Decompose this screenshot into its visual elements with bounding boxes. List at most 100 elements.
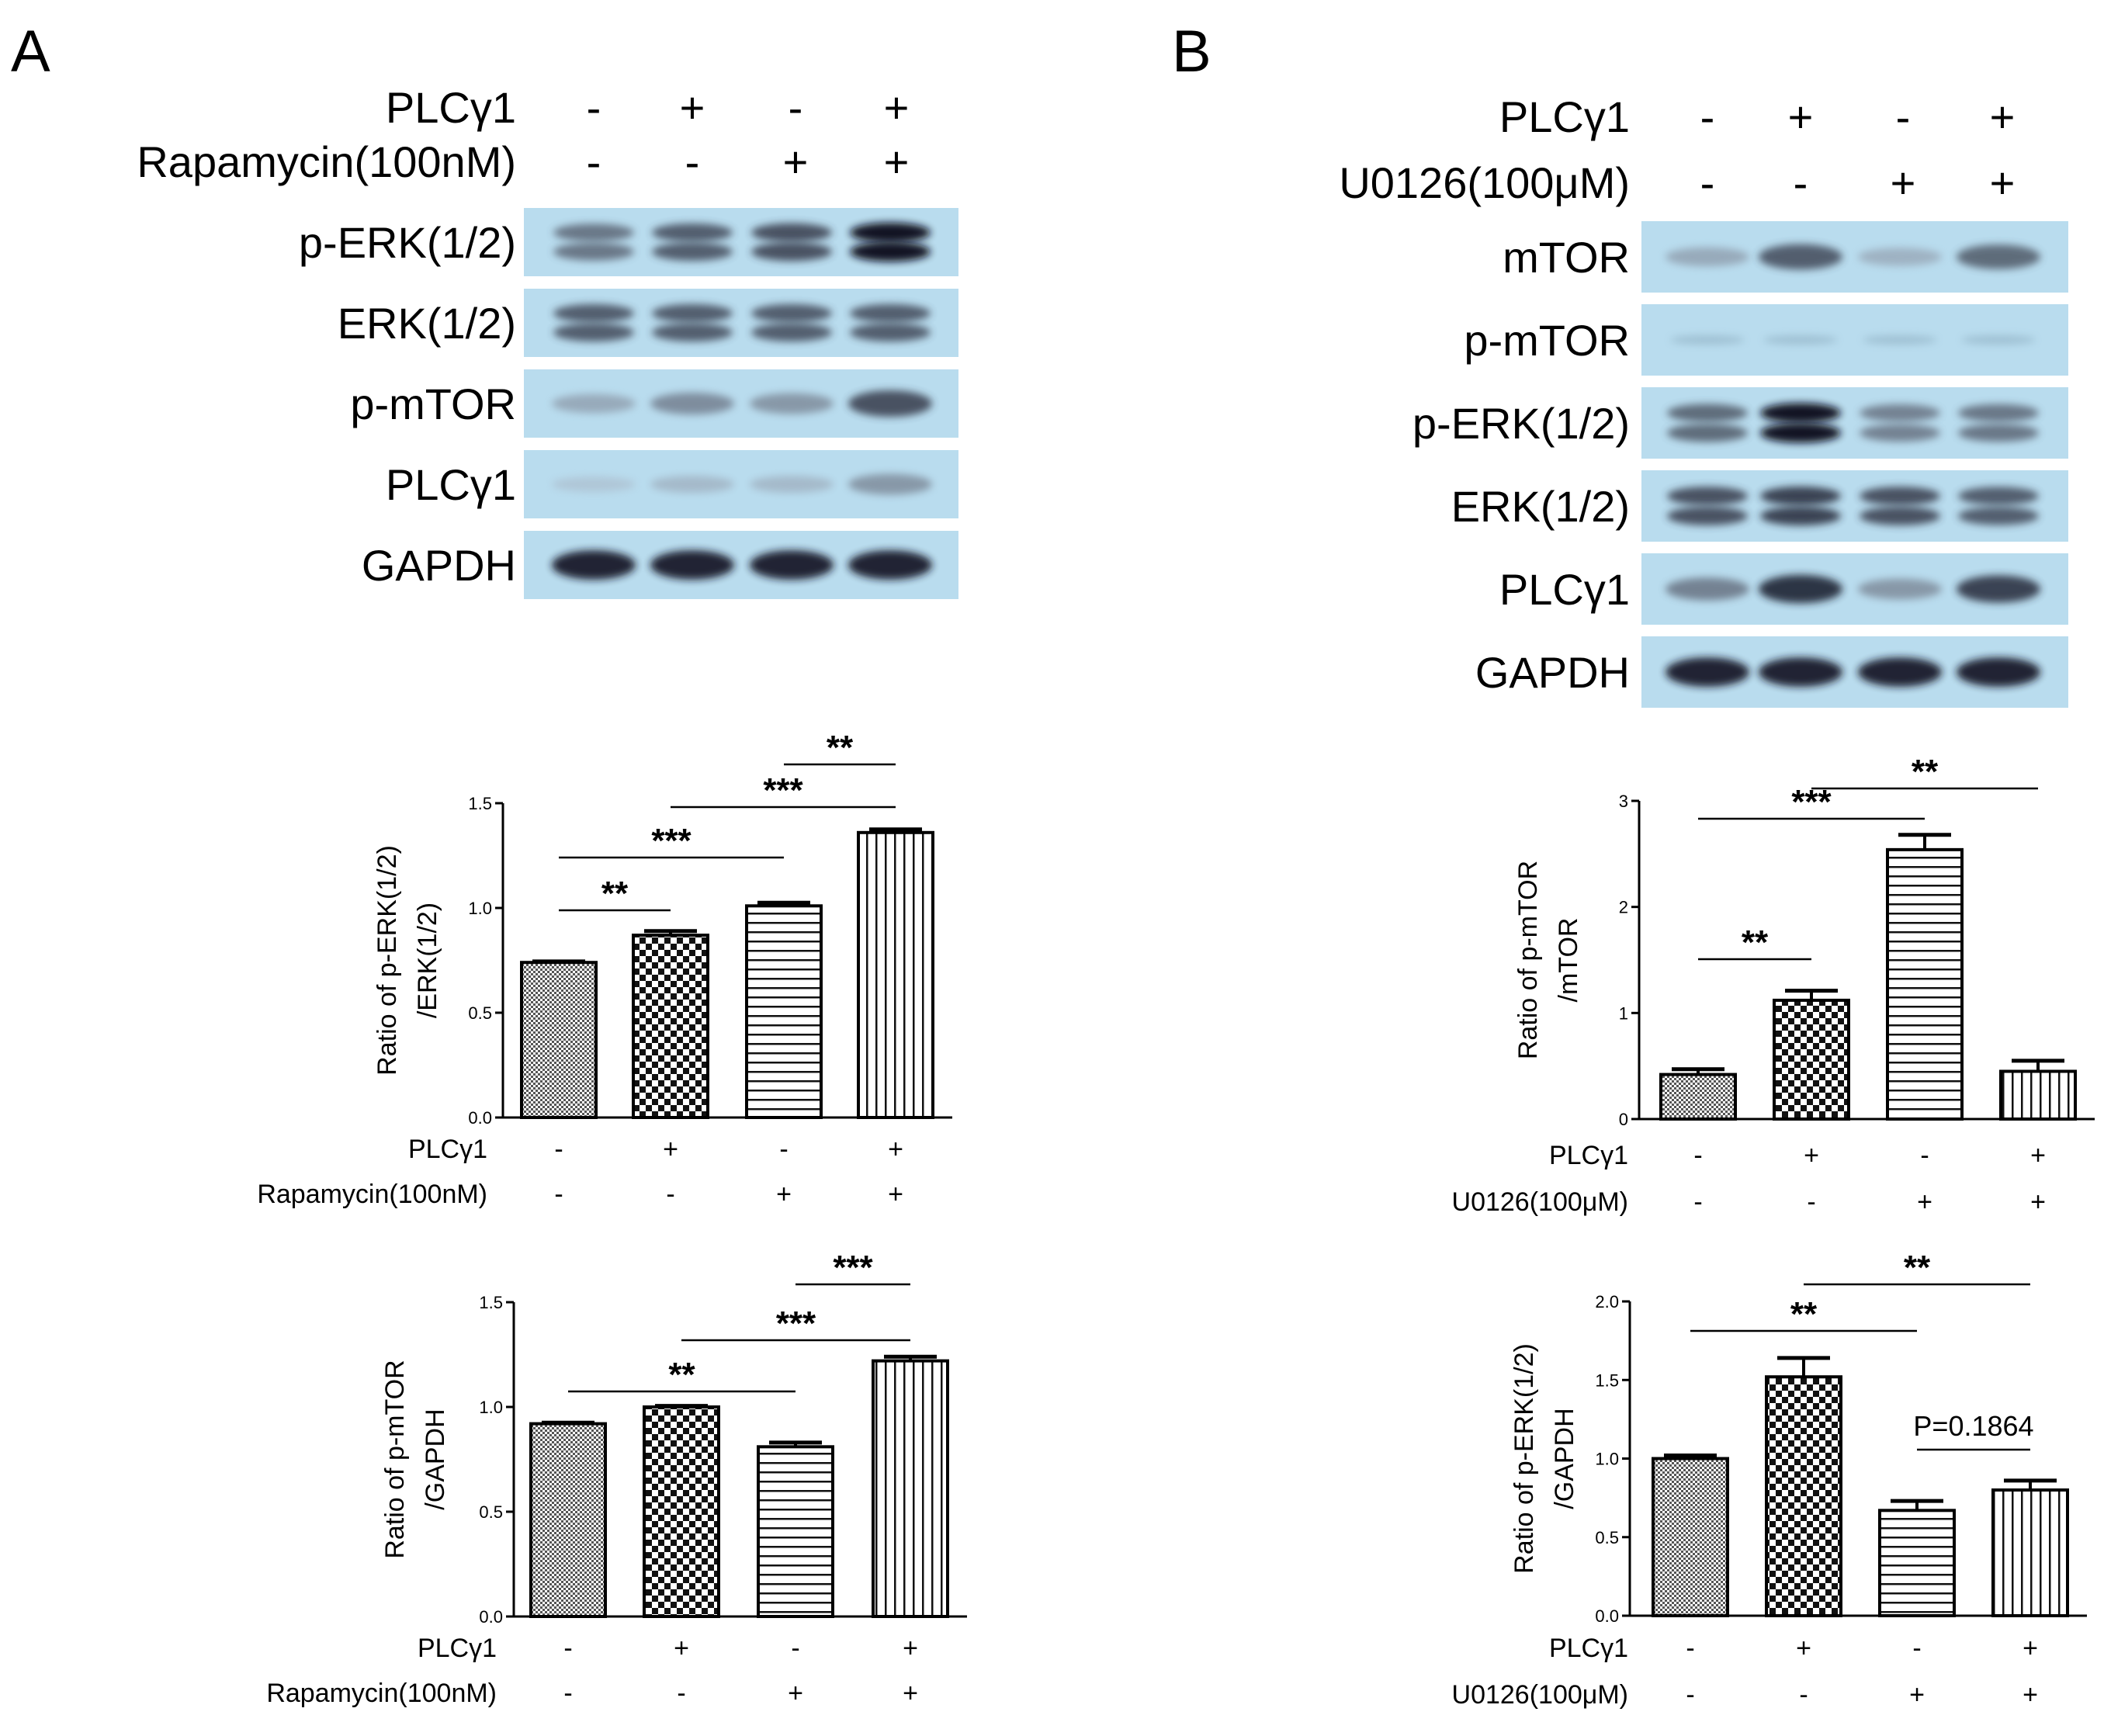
blot-b-header-sign: - — [1896, 92, 1911, 141]
blot-b-header-sign: - — [1794, 158, 1808, 207]
y-tick-label: 1.5 — [479, 1293, 503, 1312]
blot-band — [1667, 404, 1748, 422]
bar — [529, 1422, 607, 1618]
significance-stars: ** — [1742, 923, 1769, 962]
condition-label: PLCγ1 — [1549, 1141, 1628, 1170]
panel-b-perk-gapdh-chart: 0.0 0.5 1.0 1.5 2.0 Ratio of p-ERK(1/2) /GAPDH… — [1452, 1249, 2087, 1710]
blot-b-strip-label: PLCγ1 — [1499, 565, 1630, 614]
bar — [632, 934, 709, 1119]
blot-band — [1666, 577, 1749, 601]
condition-sign: - — [1920, 1141, 1929, 1170]
blot-a-header-sign: + — [884, 137, 910, 186]
condition-sign: + — [888, 1180, 903, 1209]
blot-band — [750, 393, 834, 414]
blot-a-header-sign: - — [587, 83, 601, 132]
blot-band — [652, 223, 733, 242]
condition-label: U0126(100μM) — [1452, 1680, 1628, 1710]
panel-b-label: B — [1172, 19, 1211, 85]
blot-band — [1666, 657, 1749, 687]
blot-band — [1958, 424, 2039, 442]
blot-b-header-label: PLCγ1 — [1499, 92, 1630, 141]
condition-sign: - — [1686, 1680, 1694, 1710]
condition-label: Rapamycin(100nM) — [257, 1180, 487, 1209]
condition-sign: + — [1917, 1187, 1932, 1217]
bar — [1886, 847, 1964, 1121]
panel-b-western-blot: PLCγ1 - + - + U0126(100μM) - - + + mTOR p-mTOR p-ERK… — [1339, 92, 2068, 708]
condition-label: PLCγ1 — [408, 1135, 487, 1164]
blot-band — [1860, 506, 1940, 525]
condition-label: U0126(100μM) — [1452, 1187, 1628, 1217]
y-axis-label: /GAPDH — [1550, 1408, 1579, 1509]
condition-sign: - — [563, 1679, 572, 1708]
blot-b-strip — [1641, 470, 2068, 542]
blot-a-strip-label: p-mTOR — [350, 379, 516, 428]
blot-band — [1759, 244, 1842, 270]
y-axis-label: /GAPDH — [421, 1409, 450, 1509]
bar — [1773, 998, 1850, 1121]
bar — [872, 1359, 949, 1618]
blot-band — [652, 303, 733, 323]
blot-a-header-label: PLCγ1 — [386, 83, 516, 132]
blot-band — [1760, 486, 1841, 506]
condition-sign: + — [888, 1135, 903, 1164]
bar — [757, 1445, 834, 1619]
blot-a-strip-label: ERK(1/2) — [338, 299, 516, 348]
blot-band — [850, 241, 931, 262]
panel-a-label: A — [11, 19, 50, 85]
significance-stars: *** — [833, 1249, 873, 1287]
blot-band — [750, 476, 834, 493]
y-axis-label: /mTOR — [1554, 918, 1583, 1003]
condition-sign: + — [788, 1679, 803, 1708]
blot-band — [1863, 335, 1937, 345]
bar — [1652, 1457, 1729, 1617]
bar — [1991, 1488, 2069, 1617]
panel-a-perk-erk-chart: 0.0 0.5 1.0 1.5 Ratio of p-ERK(1/2) /ERK(1/2)… — [257, 729, 952, 1209]
condition-sign: - — [1799, 1680, 1808, 1710]
blot-a-header-sign: + — [680, 83, 705, 132]
y-tick-label: 1 — [1619, 1003, 1628, 1023]
blot-band — [1760, 506, 1841, 526]
y-tick-label: 1.0 — [468, 899, 492, 918]
blot-band — [650, 393, 734, 414]
blot-b-strip-label: ERK(1/2) — [1451, 482, 1630, 531]
y-tick-label: 0.5 — [468, 1003, 492, 1023]
condition-sign: + — [663, 1135, 678, 1164]
blot-band — [1760, 423, 1841, 443]
bar — [520, 961, 598, 1119]
blot-band — [1667, 424, 1748, 442]
blot-band — [1667, 506, 1748, 525]
blot-band — [1667, 487, 1748, 506]
blot-band — [751, 242, 832, 262]
condition-sign: + — [2023, 1680, 2038, 1710]
blot-b-strip-label: GAPDH — [1475, 648, 1630, 697]
condition-sign: + — [2030, 1141, 2046, 1170]
bar — [1878, 1509, 1956, 1617]
blot-a-strip-label: GAPDH — [362, 541, 516, 590]
blot-band — [652, 242, 733, 262]
blot-band — [850, 323, 931, 342]
condition-sign: - — [554, 1135, 563, 1164]
blot-band — [1670, 335, 1745, 345]
significance-stars: ** — [601, 875, 629, 913]
blot-band — [553, 223, 634, 242]
condition-sign: + — [2023, 1634, 2038, 1663]
blot-band — [1957, 244, 2040, 269]
blot-b-header-sign: + — [1990, 92, 2016, 141]
condition-sign: - — [563, 1634, 572, 1663]
blot-b-strip-label: p-mTOR — [1464, 316, 1630, 365]
condition-sign: + — [903, 1679, 918, 1708]
y-axis-label: Ratio of p-mTOR — [1513, 861, 1543, 1059]
condition-sign: + — [903, 1634, 918, 1663]
blot-a-strip-label: p-ERK(1/2) — [299, 218, 516, 267]
bar — [643, 1405, 720, 1618]
significance-stars: *** — [763, 771, 803, 809]
blot-band — [552, 550, 636, 580]
blot-band — [1763, 335, 1838, 345]
blot-band — [553, 242, 634, 261]
blot-band — [850, 222, 931, 243]
blot-band — [751, 223, 832, 242]
condition-sign: - — [554, 1180, 563, 1209]
y-tick-label: 0.5 — [479, 1502, 503, 1522]
blot-a-strip — [524, 289, 958, 357]
